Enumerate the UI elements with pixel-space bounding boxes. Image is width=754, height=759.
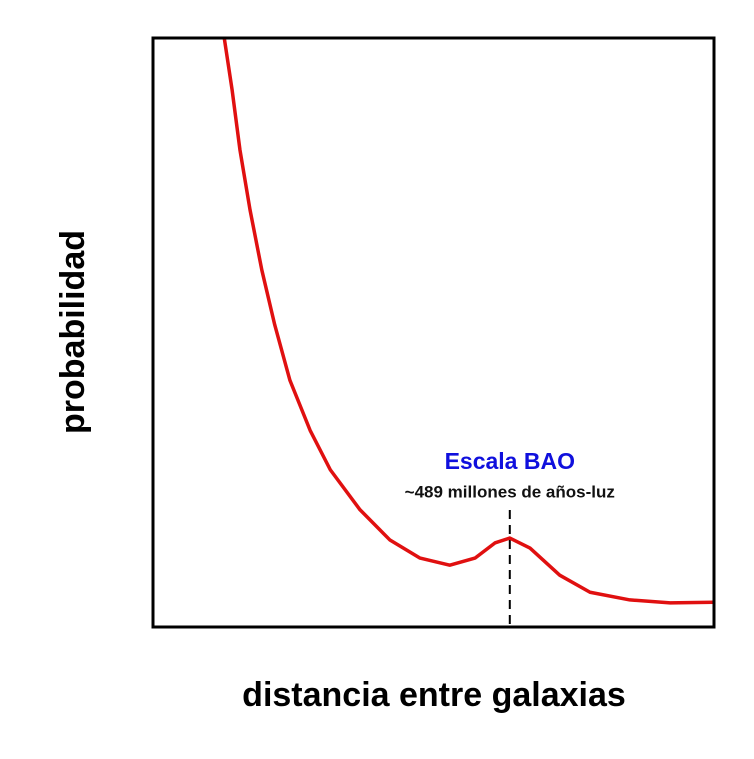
y-axis-label: probabilidad (54, 230, 92, 434)
annotation-title: Escala BAO (445, 448, 575, 474)
plot-frame (151, 36, 716, 629)
data-line (222, 38, 714, 605)
x-axis-label: distancia entre galaxias (242, 676, 626, 714)
annotation-subtitle: ~489 millones de años-luz (405, 482, 615, 501)
